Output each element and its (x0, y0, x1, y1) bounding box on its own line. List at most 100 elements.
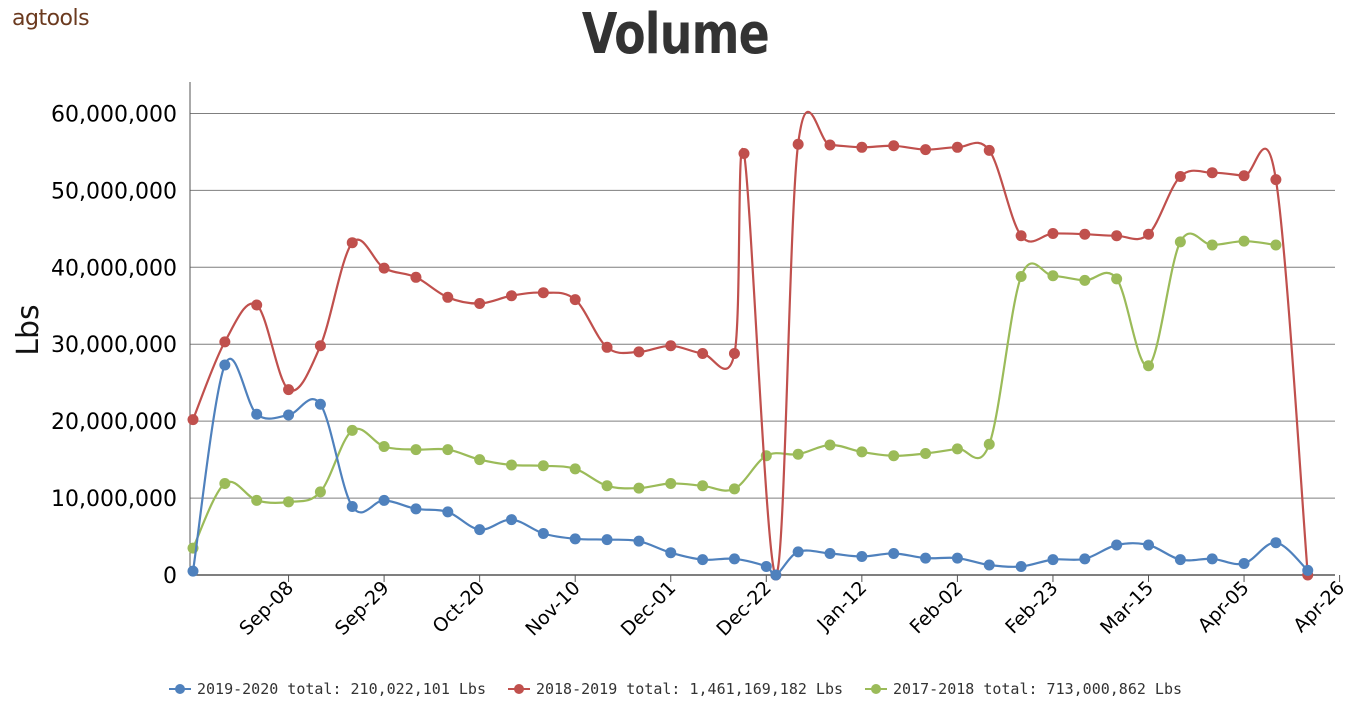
legend-label: 2018-2019 total: 1,461,169,182 Lbs (535, 680, 844, 698)
data-point (1206, 167, 1218, 179)
x-tick-label: Nov-10 (521, 577, 584, 640)
data-point (792, 448, 804, 460)
data-point (697, 347, 709, 359)
data-point (1111, 230, 1123, 242)
data-point (738, 147, 750, 159)
series-lines (187, 110, 1314, 581)
data-point (506, 459, 517, 471)
data-point (283, 409, 295, 421)
data-point (728, 553, 740, 565)
y-tick-label: 40,000,000 (51, 256, 177, 281)
data-point (983, 438, 995, 450)
data-point (410, 271, 422, 283)
data-point (920, 144, 932, 156)
data-point (792, 138, 804, 150)
data-point (1238, 170, 1250, 182)
data-point (378, 494, 390, 506)
y-axis-title: Lbs (11, 304, 46, 355)
x-tick-label: Feb-02 (906, 577, 967, 638)
x-tick-label: Oct-20 (428, 577, 489, 638)
data-point (665, 477, 677, 489)
x-tick-label: Feb-23 (1001, 577, 1062, 638)
legend-marker-icon (168, 684, 191, 694)
data-point (697, 480, 709, 492)
data-point (219, 359, 231, 371)
data-point (346, 424, 358, 436)
data-point (760, 450, 772, 462)
data-point (410, 444, 422, 456)
data-point (888, 140, 900, 152)
data-point (633, 346, 645, 358)
x-tick-label: Apr-26 (1289, 577, 1349, 637)
data-point (856, 141, 868, 153)
data-point (792, 546, 804, 558)
x-tick-label: Sep-29 (331, 577, 394, 640)
data-point (1143, 228, 1154, 240)
data-point (1270, 537, 1282, 549)
legend-item[interactable]: 2018-2019 total: 1,461,169,182 Lbs (507, 680, 844, 698)
data-point (569, 533, 581, 545)
data-point (569, 463, 581, 475)
data-point (888, 450, 900, 462)
x-tick-label: Sep-08 (235, 577, 298, 640)
data-point (474, 454, 486, 466)
series-line (192, 232, 1277, 549)
data-point (474, 524, 486, 536)
axes (189, 82, 1341, 582)
data-point (1015, 271, 1027, 283)
data-point (537, 287, 549, 299)
data-point (442, 291, 454, 303)
data-point (697, 554, 709, 566)
data-point (1047, 227, 1059, 239)
y-tick-label: 0 (163, 564, 177, 589)
series-1 (187, 357, 1314, 581)
data-point (1143, 539, 1154, 551)
data-point (1143, 360, 1154, 372)
legend-marker-icon (865, 684, 888, 694)
data-point (1047, 270, 1059, 282)
data-point (728, 483, 740, 495)
data-point (1079, 274, 1091, 286)
series-3 (187, 232, 1282, 554)
y-tick-label: 10,000,000 (51, 487, 177, 512)
data-point (537, 460, 549, 472)
data-point (601, 480, 613, 492)
legend-marker-icon (507, 684, 530, 694)
x-tick-label: Dec-01 (617, 577, 681, 641)
data-point (728, 347, 740, 359)
volume-line-chart: 0 10,000,000 20,000,000 30,000,000 40,000,00… (11, 82, 1349, 641)
data-point (1111, 539, 1123, 551)
series-line (191, 357, 1309, 577)
data-point (633, 482, 645, 494)
data-point (1015, 561, 1027, 573)
y-tick-label: 50,000,000 (51, 179, 177, 204)
legend-item[interactable]: 2019-2020 total: 210,022,101 Lbs (168, 680, 486, 698)
chart-legend: 2019-2020 total: 210,022,101 Lbs 2018-201… (0, 680, 1351, 698)
data-point (920, 552, 932, 564)
x-tick-label: Mar-15 (1096, 577, 1158, 639)
data-point (1015, 230, 1027, 242)
data-point (346, 237, 358, 249)
data-point (1111, 273, 1123, 285)
data-point (187, 565, 199, 577)
data-point (442, 506, 454, 518)
legend-item[interactable]: 2017-2018 total: 713,000,862 Lbs (865, 680, 1182, 698)
data-point (506, 514, 517, 526)
data-point (951, 141, 963, 153)
data-point (219, 336, 231, 348)
series-line (191, 110, 1309, 577)
data-point (1270, 174, 1282, 186)
data-point (983, 559, 995, 571)
data-point (187, 414, 199, 426)
data-point (856, 551, 868, 563)
chart-title: Volume (581, 2, 770, 67)
x-tick-label: Dec-22 (712, 577, 776, 641)
y-tick-label: 30,000,000 (51, 333, 177, 358)
data-point (1238, 235, 1250, 247)
data-point (283, 496, 295, 508)
data-point (283, 384, 295, 396)
data-point (474, 297, 486, 309)
legend-label: 2017-2018 total: 713,000,862 Lbs (893, 680, 1182, 698)
data-point (346, 501, 358, 513)
data-point (951, 552, 963, 564)
